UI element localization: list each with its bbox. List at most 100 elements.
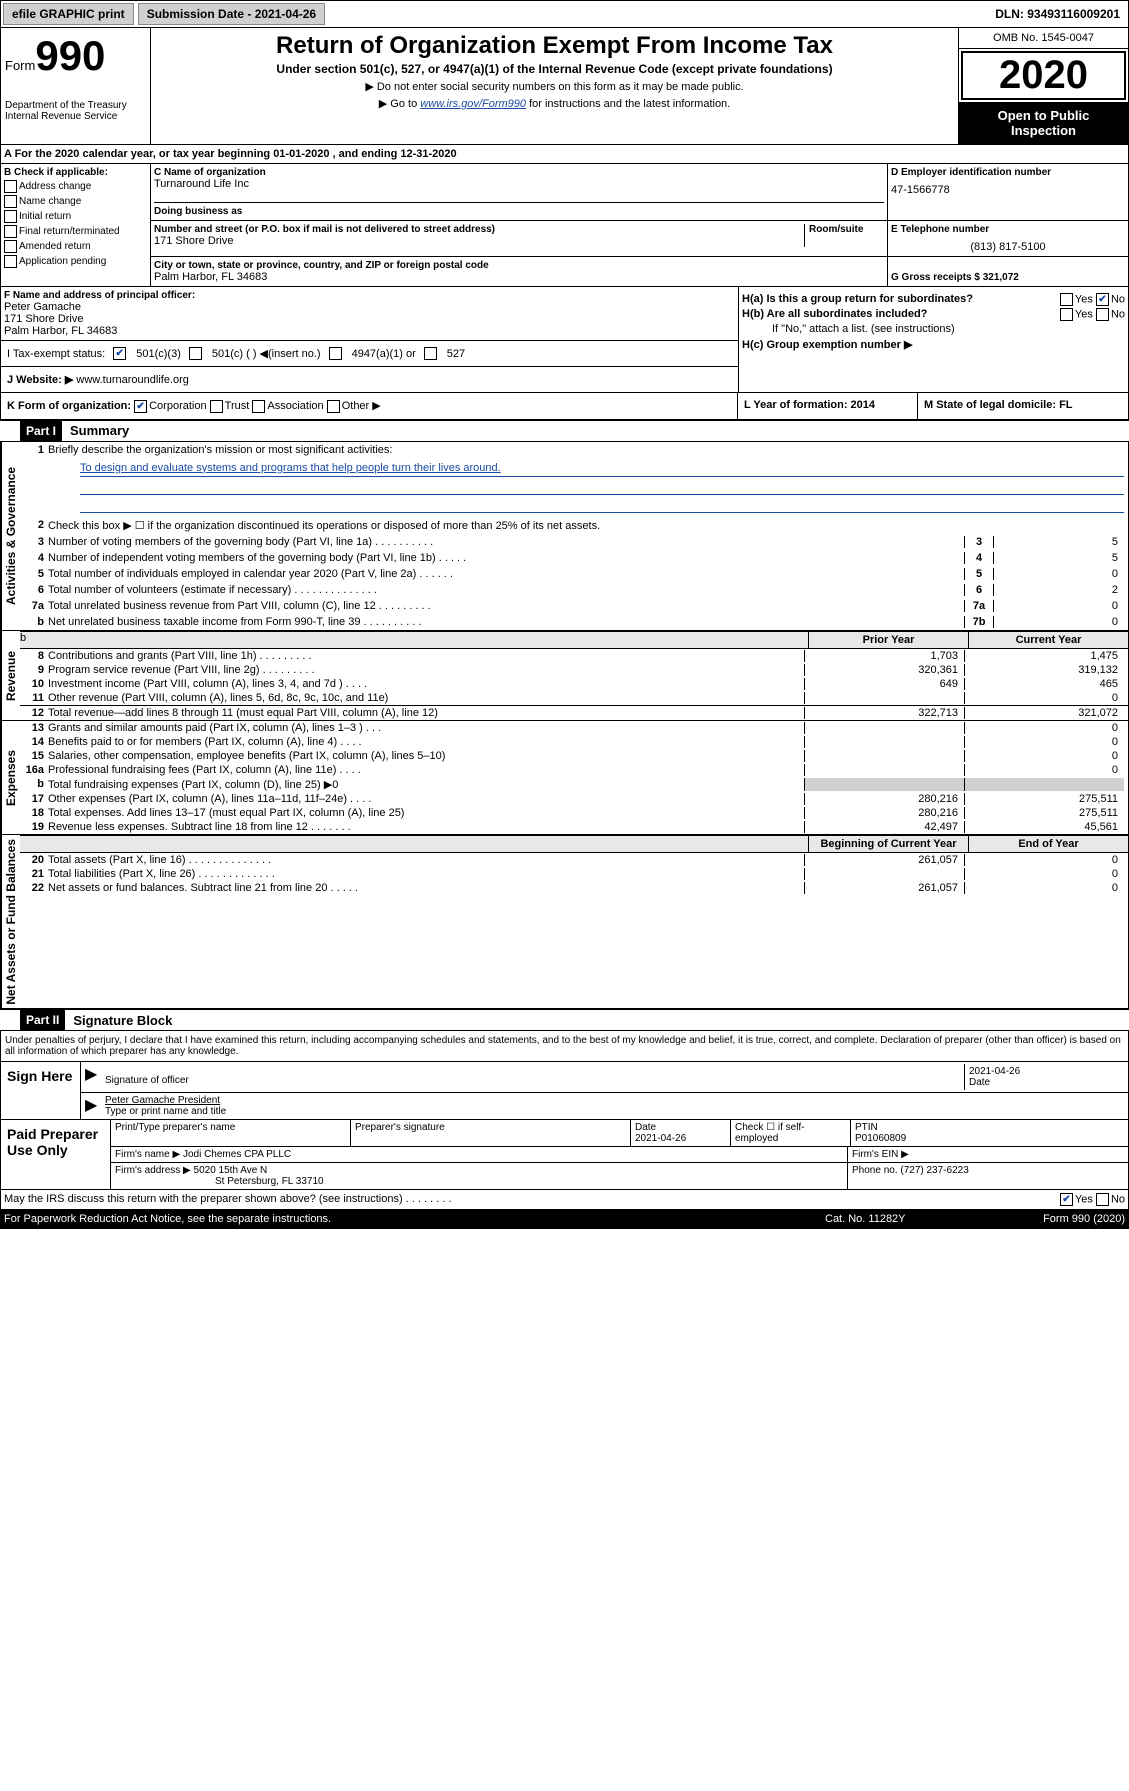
officer-city: Palm Harbor, FL 34683	[4, 325, 735, 337]
c12: 321,072	[964, 707, 1124, 719]
m-lbl: M State of legal domicile: FL	[924, 399, 1073, 411]
v6: 2	[994, 584, 1124, 596]
l18: Total expenses. Add lines 13–17 (must eq…	[48, 807, 804, 819]
chk-corp[interactable]	[134, 400, 147, 413]
row-j: J Website: ▶ www.turnaroundlife.org	[1, 367, 738, 392]
c11: 0	[964, 692, 1124, 704]
firm-addr-cell: Firm's address ▶ 5020 15th Ave NSt Peter…	[111, 1163, 848, 1189]
501c3-lbl: 501(c)(3)	[136, 348, 181, 360]
net-lines: Beginning of Current Year End of Year 20…	[20, 835, 1128, 1009]
room-lbl: Room/suite	[809, 224, 884, 235]
chk-initial[interactable]: Initial return	[4, 210, 147, 223]
ha-no[interactable]	[1096, 293, 1109, 306]
l8: Contributions and grants (Part VIII, lin…	[48, 650, 804, 662]
501c-lbl: 501(c) ( ) ◀(insert no.)	[212, 347, 321, 360]
hb-no[interactable]	[1096, 308, 1109, 321]
dln: DLN: 93493116009201	[987, 4, 1128, 24]
g-lbl: G Gross receipts $ 321,072	[891, 272, 1125, 283]
prep-check[interactable]: Check ☐ if self-employed	[731, 1120, 851, 1146]
discuss-row: May the IRS discuss this return with the…	[1, 1189, 1128, 1209]
ha-line: H(a) Is this a group return for subordin…	[742, 293, 1125, 305]
l20: Total assets (Part X, line 16) . . . . .…	[48, 854, 804, 866]
p11	[804, 692, 964, 704]
part1-title: Summary	[62, 423, 129, 438]
v7a: 0	[994, 600, 1124, 612]
city-lbl: City or town, state or province, country…	[154, 260, 884, 271]
e22: 0	[964, 882, 1124, 894]
chk-501c3[interactable]	[113, 347, 126, 360]
hb-yes[interactable]	[1060, 308, 1073, 321]
c19: 45,561	[964, 821, 1124, 833]
chk-trust[interactable]	[210, 400, 223, 413]
note-ssn: ▶ Do not enter social security numbers o…	[155, 80, 954, 93]
l15: Salaries, other compensation, employee b…	[48, 750, 804, 762]
chk-assoc[interactable]	[252, 400, 265, 413]
officer-typed-name: Peter Gamache President	[105, 1095, 220, 1106]
hb-lbl: H(b) Are all subordinates included?	[742, 308, 927, 320]
chk-application[interactable]: Application pending	[4, 255, 147, 268]
chk-addr-change[interactable]: Address change	[4, 180, 147, 193]
chk-4947[interactable]	[329, 347, 342, 360]
c13: 0	[964, 722, 1124, 734]
mission-blank2	[80, 497, 1124, 513]
527-lbl: 527	[447, 348, 465, 360]
hb-line: H(b) Are all subordinates included? Yes …	[742, 308, 1125, 320]
ein: 47-1566778	[891, 184, 1125, 196]
section-h: H(a) Is this a group return for subordin…	[738, 287, 1128, 392]
v5: 0	[994, 568, 1124, 580]
l7b-text: Net unrelated business taxable income fr…	[48, 616, 964, 628]
preparer-body: Print/Type preparer's name Preparer's si…	[111, 1120, 1128, 1189]
form-subtitle: Under section 501(c), 527, or 4947(a)(1)…	[155, 62, 954, 76]
ha-yes[interactable]	[1060, 293, 1073, 306]
p17: 280,216	[804, 793, 964, 805]
preparer-label: Paid Preparer Use Only	[1, 1120, 111, 1189]
cat-no: Cat. No. 11282Y	[825, 1213, 965, 1225]
irs-link[interactable]: www.irs.gov/Form990	[420, 98, 526, 110]
part1-label: Part I	[20, 421, 62, 441]
tax-year: 2020	[961, 51, 1126, 100]
chk-501c[interactable]	[189, 347, 202, 360]
section-g: G Gross receipts $ 321,072	[888, 257, 1128, 286]
prior-year-hdr: Prior Year	[808, 632, 968, 648]
rev-lines: b Prior Year Current Year 8Contributions…	[20, 631, 1128, 720]
v7b: 0	[994, 616, 1124, 628]
chk-name-change[interactable]: Name change	[4, 195, 147, 208]
c16b-grey	[964, 778, 1124, 791]
officer-addr: 171 Shore Drive	[4, 313, 735, 325]
note2-post: for instructions and the latest informat…	[526, 98, 730, 110]
sig-name-field: Peter Gamache PresidentType or print nam…	[105, 1095, 1124, 1117]
exp-side: Expenses	[1, 721, 20, 834]
chk-527[interactable]	[424, 347, 437, 360]
l10: Investment income (Part VIII, column (A)…	[48, 678, 804, 690]
form-number: 990	[35, 32, 105, 79]
l-lbl: L Year of formation: 2014	[744, 399, 875, 411]
discuss-yes[interactable]	[1060, 1193, 1073, 1206]
perjury-text: Under penalties of perjury, I declare th…	[1, 1031, 1128, 1061]
chk-other[interactable]	[327, 400, 340, 413]
l3-text: Number of voting members of the governin…	[48, 536, 964, 548]
website[interactable]: www.turnaroundlife.org	[76, 374, 189, 386]
discuss-no[interactable]	[1096, 1193, 1109, 1206]
open-public: Open to Public Inspection	[959, 102, 1128, 144]
f-lbl: F Name and address of principal officer:	[4, 290, 735, 301]
discuss-text: May the IRS discuss this return with the…	[4, 1193, 1060, 1206]
left-fij: F Name and address of principal officer:…	[1, 287, 738, 392]
phone: (813) 817-5100	[891, 241, 1125, 253]
sig-date-field: 2021-04-26Date	[964, 1064, 1124, 1090]
gov-lines: 1Briefly describe the organization's mis…	[20, 442, 1128, 630]
header: Form990 Department of the Treasury Inter…	[0, 28, 1129, 145]
l4-text: Number of independent voting members of …	[48, 552, 964, 564]
p15	[804, 750, 964, 762]
l2-text: Check this box ▶ ☐ if the organization d…	[48, 519, 1124, 532]
l13: Grants and similar amounts paid (Part IX…	[48, 722, 804, 734]
chk-final[interactable]: Final return/terminated	[4, 225, 147, 238]
l9: Program service revenue (Part VIII, line…	[48, 664, 804, 676]
type-name-lbl: Type or print name and title	[105, 1106, 226, 1117]
ha-lbl: H(a) Is this a group return for subordin…	[742, 293, 973, 305]
b-lbl: b	[20, 632, 808, 648]
dept-label: Department of the Treasury Internal Reve…	[5, 100, 146, 122]
sig-date: 2021-04-26	[969, 1066, 1020, 1077]
chk-amended[interactable]: Amended return	[4, 240, 147, 253]
mission-text: To design and evaluate systems and progr…	[80, 460, 1124, 477]
signature-section: Under penalties of perjury, I declare th…	[0, 1030, 1129, 1210]
